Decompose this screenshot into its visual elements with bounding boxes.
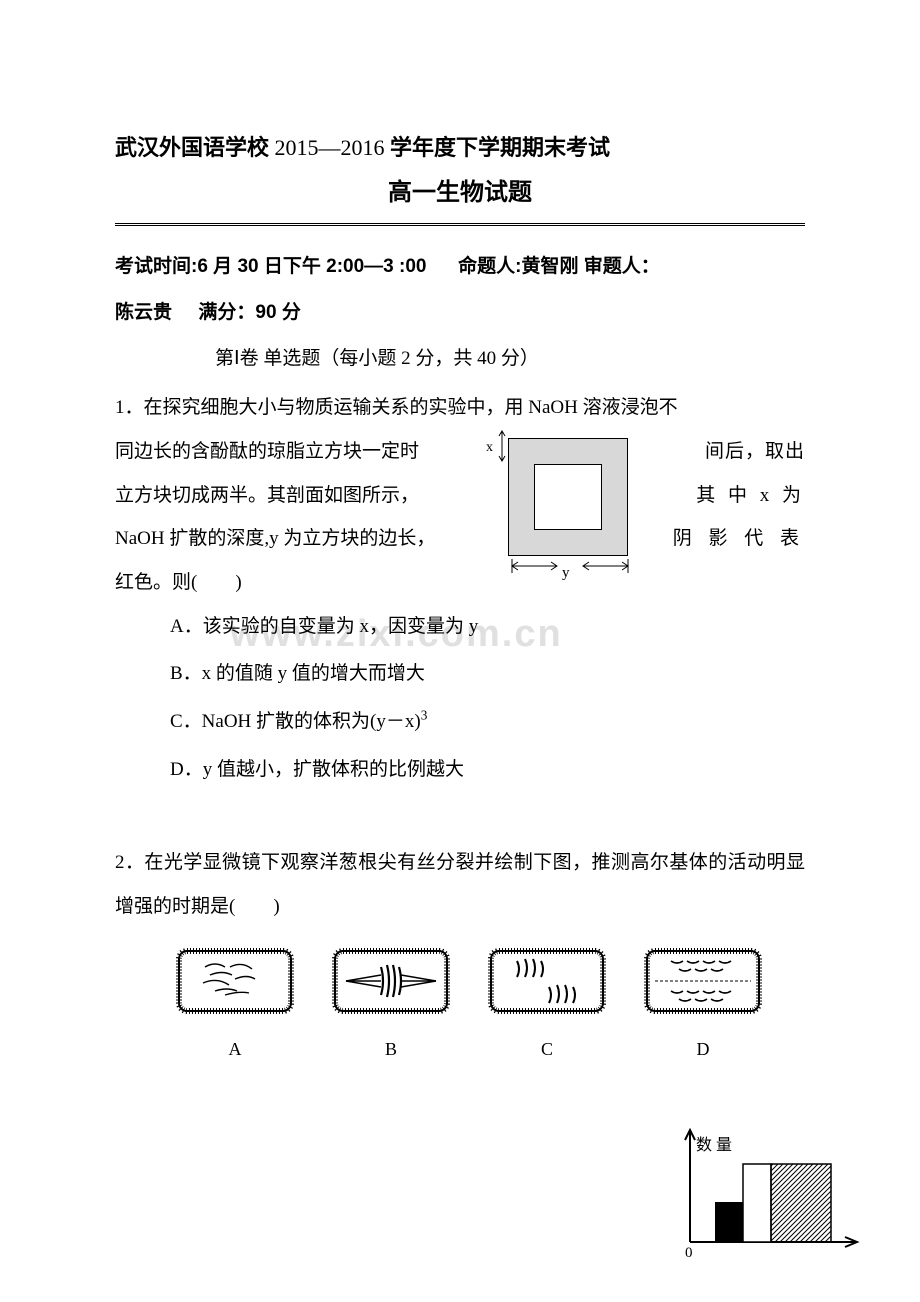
q2-stem: 2．在光学显微镜下观察洋葱根尖有丝分裂并绘制下图，推测高尔基体的活动明显增强的时… xyxy=(115,841,805,928)
q1-l4b: 阴 影 代 表 xyxy=(673,517,805,561)
q1-l2a: 同边长的含酚酞的琼脂立方块一定时 xyxy=(115,430,419,474)
q1-figure: x y xyxy=(490,430,645,580)
full-score: 满分：90 分 xyxy=(198,302,300,323)
svg-text:0: 0 xyxy=(685,1245,693,1261)
cell-images-row xyxy=(175,947,805,1017)
cell-image-b xyxy=(331,947,451,1017)
x-label: x xyxy=(486,432,493,464)
q1-options: A．该实验的自变量为 x，因变量为 y B．x 的值随 y 值的增大而增大 C．… xyxy=(170,605,805,792)
authors: 命题人:黄智刚 审题人： xyxy=(458,256,660,277)
q1-l3a: 立方块切成两半。其剖面如图所示， xyxy=(115,474,419,518)
q2-stem-text: ．在光学显微镜下观察洋葱根尖有丝分裂并绘制下图，推测高尔基体的活动明显增强的时期… xyxy=(115,852,805,917)
y-axis-label: 数 量 xyxy=(696,1136,732,1154)
divider xyxy=(115,223,805,226)
cell-image-d xyxy=(643,947,763,1017)
q1-l5: 红色。则( ) xyxy=(115,561,805,605)
semester-text: 学年度下学期期末考试 xyxy=(390,135,610,160)
exam-header-line1: 武汉外国语学校 2015—2016 学年度下学期期末考试 xyxy=(115,130,805,162)
reviewer: 陈云贵 xyxy=(115,302,172,323)
exam-info-block: 考试时间:6 月 30 日下午 2:00—3 :00 命题人:黄智刚 审题人： … xyxy=(115,244,805,335)
question-2: 2．在光学显微镜下观察洋葱根尖有丝分裂并绘制下图，推测高尔基体的活动明显增强的时… xyxy=(115,841,805,1070)
cell-labels-row: A B C D xyxy=(175,1029,805,1070)
q1-number: 1 xyxy=(115,397,125,418)
school-name: 武汉外国语学校 xyxy=(115,135,269,160)
year-range: 2015—2016 xyxy=(269,135,390,160)
q1-l4a: NaOH 扩散的深度,y 为立方块的边长， xyxy=(115,517,435,561)
cell-image-a xyxy=(175,947,295,1017)
q2-number: 2 xyxy=(115,852,125,873)
x-arrow-icon xyxy=(498,430,506,462)
label-a: A xyxy=(175,1029,295,1070)
q1-option-b: B．x 的值随 y 值的增大而增大 xyxy=(170,652,805,696)
question-1: 1．在探究细胞大小与物质运输关系的实验中，用 NaOH 溶液浸泡不 x xyxy=(115,386,805,791)
label-c: C xyxy=(487,1029,607,1070)
y-arrow-icon xyxy=(510,559,630,573)
section-1-header: 第Ⅰ卷 单选题（每小题 2 分，共 40 分） xyxy=(215,343,805,370)
q1-stem: 1．在探究细胞大小与物质运输关系的实验中，用 NaOH 溶液浸泡不 xyxy=(115,386,805,430)
q1-option-d: D．y 值越小，扩散体积的比例越大 xyxy=(170,748,805,792)
q1-l2b: 间后，取出 xyxy=(705,430,805,474)
q1-option-c: C．NaOH 扩散的体积为(y－x)3 xyxy=(170,700,805,744)
cell-image-c xyxy=(487,947,607,1017)
label-d: D xyxy=(643,1029,763,1070)
q1-stem-p1: ．在探究细胞大小与物质运输关系的实验中，用 NaOH 溶液浸泡不 xyxy=(125,397,678,418)
exam-time: 考试时间:6 月 30 日下午 2:00—3 :00 xyxy=(115,256,426,277)
q1-option-a: A．该实验的自变量为 x，因变量为 y xyxy=(170,605,805,649)
cube-inner xyxy=(534,464,602,530)
subject-title: 高一生物试题 xyxy=(115,172,805,207)
q1-l3b: 其 中 x 为 xyxy=(696,474,805,518)
y-label: y xyxy=(562,556,570,591)
cube-outer xyxy=(508,438,628,556)
label-b: B xyxy=(331,1029,451,1070)
bottom-chart: 数 量 0 xyxy=(660,1122,860,1262)
